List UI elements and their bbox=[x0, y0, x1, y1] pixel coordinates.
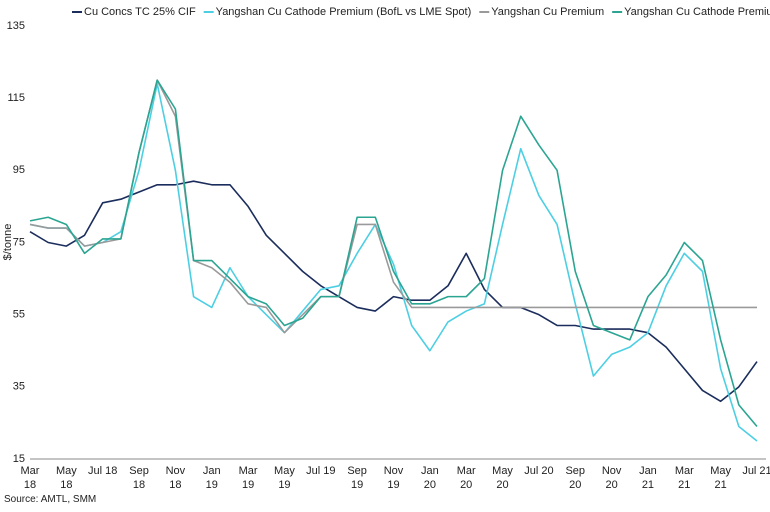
y-tick-label: 35 bbox=[13, 381, 25, 393]
x-tick-label: Mar 21 bbox=[674, 465, 694, 491]
source-note: Source: AMTL, SMM bbox=[4, 494, 97, 505]
legend-item: Yangshan Cu Premium bbox=[479, 6, 604, 18]
y-tick-label: 115 bbox=[7, 92, 25, 104]
legend-item: Yangshan Cu Cathode Premium (BofL vs LME… bbox=[203, 6, 472, 18]
x-tick-label: May 19 bbox=[274, 465, 295, 491]
series-line bbox=[29, 180, 758, 403]
x-tick-label: Sep 20 bbox=[565, 465, 586, 491]
x-tick-label: Jan 21 bbox=[639, 465, 657, 491]
x-tick-label: Nov 18 bbox=[165, 465, 186, 491]
x-tick-label: Mar 19 bbox=[238, 465, 258, 491]
legend-item: Cu Concs TC 25% CIF bbox=[72, 6, 196, 18]
y-tick-label: 135 bbox=[7, 20, 25, 32]
y-tick-label: 95 bbox=[13, 164, 25, 176]
legend-label: Yangshan Cu Cathode Premium (BofL vs LME… bbox=[216, 6, 472, 18]
legend-label: Cu Concs TC 25% CIF bbox=[84, 6, 196, 18]
series-line bbox=[29, 79, 757, 334]
legend-label: Yangshan Cu Cathode Premium bbox=[624, 6, 770, 18]
x-tick-label: Jan 20 bbox=[420, 465, 439, 491]
x-tick-label: Jul 21 bbox=[742, 465, 770, 477]
legend-label: Yangshan Cu Premium bbox=[491, 6, 604, 18]
legend-item: Yangshan Cu Cathode Premium bbox=[612, 6, 770, 18]
y-tick-label: 55 bbox=[13, 309, 25, 321]
x-tick-label: Mar 20 bbox=[456, 465, 476, 491]
x-tick-label: May 20 bbox=[492, 465, 513, 491]
x-tick-label: Jul 20 bbox=[524, 465, 554, 477]
x-tick-label: Jan 19 bbox=[202, 465, 221, 491]
x-tick-label: Sep 19 bbox=[347, 465, 367, 491]
x-tick-label: Nov 19 bbox=[383, 465, 404, 491]
x-tick-label: Jul 19 bbox=[306, 465, 336, 477]
y-tick-label: 75 bbox=[13, 236, 25, 248]
x-tick-label: Sep 18 bbox=[129, 465, 149, 491]
x-tick-label: Jul 18 bbox=[88, 465, 118, 477]
series-line bbox=[29, 82, 758, 442]
y-tick-label: 15 bbox=[13, 453, 25, 465]
x-tick-label: May 21 bbox=[710, 465, 732, 491]
y-axis-label: $/tonne bbox=[2, 224, 14, 261]
x-tick-label: Mar 18 bbox=[20, 465, 40, 491]
x-tick-label: Nov 20 bbox=[601, 465, 622, 491]
series-line bbox=[29, 79, 758, 428]
x-tick-label: May 18 bbox=[55, 465, 77, 491]
